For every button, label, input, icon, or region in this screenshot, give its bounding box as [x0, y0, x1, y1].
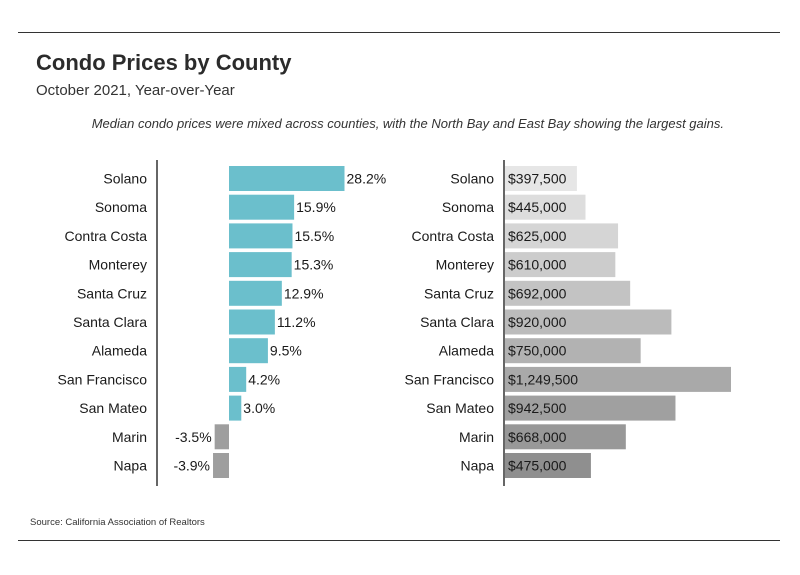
pct-bar-santa-clara [229, 309, 275, 335]
price-value-label-monterey: $610,000 [508, 257, 567, 273]
pct-value-label-monterey: 15.3% [294, 257, 334, 273]
price-category-label-marin: Marin [459, 429, 494, 445]
price-bar-monterey [505, 252, 616, 278]
pct-category-label-contra-costa: Contra Costa [65, 228, 148, 244]
price-bar-santa-clara [505, 309, 672, 335]
price-bar-sonoma [505, 194, 586, 220]
pct-bar-alameda [229, 338, 268, 364]
pct-category-label-san-mateo: San Mateo [79, 400, 147, 416]
pct-category-label-marin: Marin [112, 429, 147, 445]
price-value-label-santa-cruz: $692,000 [508, 285, 567, 301]
price-bar-marin [505, 424, 626, 450]
price-category-label-sonoma: Sonoma [442, 199, 494, 215]
pct-value-label-santa-clara: 11.2% [277, 314, 316, 330]
price-value-label-sonoma: $445,000 [508, 199, 567, 215]
pct-category-label-solano: Solano [103, 171, 147, 187]
price-bar-contra-costa [505, 223, 619, 249]
chart-subtitle: October 2021, Year-over-Year [36, 82, 235, 99]
pct-value-label-sonoma: 15.9% [296, 199, 336, 215]
price-category-label-monterey: Monterey [436, 257, 494, 273]
pct-bar-sonoma [229, 194, 295, 220]
price-bar-napa [505, 453, 591, 478]
price-value-label-san-mateo: $942,500 [508, 400, 567, 416]
pct-category-label-sonoma: Sonoma [95, 199, 147, 215]
price-bar-san-francisco [505, 366, 731, 392]
price-value-label-alameda: $750,000 [508, 343, 567, 359]
price-category-label-contra-costa: Contra Costa [412, 228, 495, 244]
pct-value-label-contra-costa: 15.5% [294, 228, 334, 244]
pct-value-label-san-francisco: 4.2% [248, 371, 280, 387]
pct-bar-marin [214, 424, 229, 450]
price-value-label-solano: $397,500 [508, 171, 567, 187]
pct-bar-contra-costa [229, 223, 293, 249]
pct-value-label-alameda: 9.5% [270, 343, 302, 359]
price-bar-san-mateo [505, 395, 676, 421]
price-value-label-contra-costa: $625,000 [508, 228, 567, 244]
price-category-label-santa-clara: Santa Clara [420, 314, 494, 330]
pct-bar-solano [229, 166, 345, 191]
pct-value-label-san-mateo: 3.0% [243, 400, 275, 416]
pct-category-label-napa: Napa [114, 458, 148, 474]
pct-value-label-santa-cruz: 12.9% [284, 285, 324, 301]
pct-bar-san-mateo [229, 395, 242, 421]
price-value-label-napa: $475,000 [508, 458, 567, 474]
pct-bar-santa-cruz [229, 280, 282, 306]
pct-value-label-napa: -3.9% [173, 458, 210, 474]
pct-value-label-marin: -3.5% [175, 429, 212, 445]
top-rule [18, 32, 780, 33]
price-category-label-alameda: Alameda [439, 343, 494, 359]
pct-category-label-alameda: Alameda [92, 343, 147, 359]
pct-category-label-santa-cruz: Santa Cruz [77, 285, 147, 301]
pct-category-label-san-francisco: San Francisco [58, 371, 148, 387]
chart-note: Median condo prices were mixed across co… [91, 116, 724, 131]
price-category-label-san-mateo: San Mateo [426, 400, 494, 416]
price-value-label-san-francisco: $1,249,500 [508, 371, 578, 387]
chart-title: Condo Prices by County [36, 50, 292, 75]
source-note: Source: California Association of Realto… [30, 517, 205, 528]
bottom-rule [18, 540, 780, 541]
price-bar-alameda [505, 338, 641, 364]
price-bar-solano [505, 166, 577, 191]
pct-category-label-santa-clara: Santa Clara [73, 314, 147, 330]
price-category-label-solano: Solano [450, 171, 494, 187]
pct-bar-monterey [229, 252, 292, 278]
price-value-label-marin: $668,000 [508, 429, 567, 445]
price-category-label-san-francisco: San Francisco [405, 371, 495, 387]
pct-bar-napa [213, 453, 229, 478]
pct-value-label-solano: 28.2% [347, 171, 387, 187]
price-category-label-napa: Napa [461, 458, 495, 474]
pct-bar-san-francisco [229, 366, 247, 392]
price-category-label-santa-cruz: Santa Cruz [424, 285, 494, 301]
price-bar-santa-cruz [505, 280, 631, 306]
price-value-label-santa-clara: $920,000 [508, 314, 567, 330]
pct-category-label-monterey: Monterey [89, 257, 147, 273]
